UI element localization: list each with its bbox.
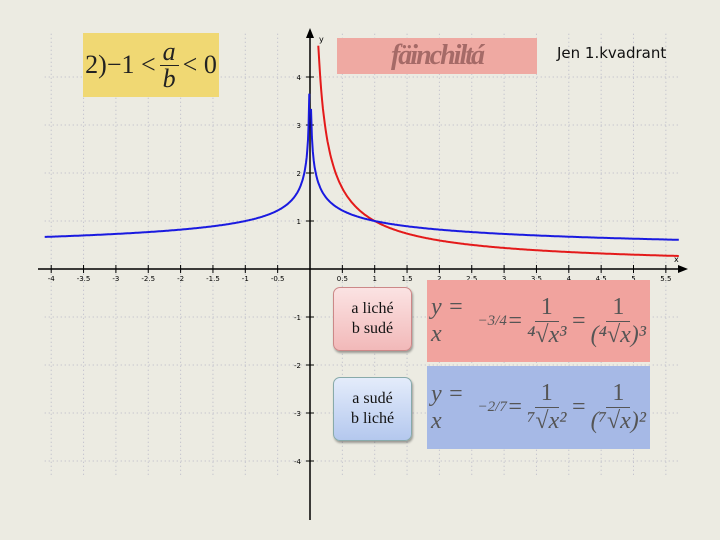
blue-curve (310, 108, 679, 241)
button-line: a sudé (352, 390, 393, 407)
fraction-root-power: 1 (⁴√x)³ (591, 294, 646, 349)
equals: = (506, 394, 524, 420)
condition-left: −1 < (106, 50, 156, 79)
x-tick-label: -0.5 (271, 275, 285, 283)
even-odd-button[interactable]: a sudé b liché (333, 377, 412, 441)
equals: = (570, 307, 587, 334)
y-tick-label: 4 (297, 74, 302, 82)
x-tick-label: 1.5 (401, 275, 412, 283)
root: (⁷√x)² (590, 408, 646, 434)
formula-lhs: y = x (431, 380, 464, 434)
quadrant-note: Jen 1.kvadrant (557, 44, 667, 62)
numerator: 1 (606, 380, 631, 408)
x-axis-label: x (674, 255, 679, 264)
condition-box: 2) −1 < a b < 0 (83, 33, 219, 97)
condition-prefix: 2) (85, 50, 107, 79)
x-tick-label: 3.5 (531, 275, 542, 283)
root: ⁴√x³ (527, 321, 567, 348)
x-tick-label: -3 (112, 275, 119, 283)
condition-right: < 0 (182, 50, 217, 79)
red-curve (317, 45, 679, 257)
x-tick-label: 5 (631, 275, 635, 283)
x-tick-label: -1 (242, 275, 249, 283)
formula-lhs: y = x (431, 294, 464, 347)
y-tick-label: -2 (294, 362, 301, 370)
blue-curve (44, 93, 311, 238)
equals: = (506, 307, 524, 334)
numerator: 1 (534, 294, 559, 322)
button-line: a liché (351, 300, 394, 317)
y-tick-label: 2 (297, 170, 301, 178)
x-tick-label: 2.5 (466, 275, 477, 283)
y-axis-arrow (306, 28, 314, 38)
equals: = (570, 394, 587, 420)
formula-blue: y = x −2/7 = 1 ⁷√x² = 1 (⁷√x)² (427, 366, 650, 449)
y-tick-label: -1 (294, 314, 301, 322)
button-line: b sudé (351, 320, 394, 337)
root: (⁴√x)³ (590, 321, 646, 348)
y-tick-label: -4 (294, 458, 302, 466)
y-tick-label: 3 (297, 122, 301, 130)
x-tick-label: -2 (177, 275, 184, 283)
y-tick-label: -3 (294, 410, 301, 418)
x-tick-label: -1.5 (206, 275, 220, 283)
fraction-root-power: 1 (⁷√x)² (591, 380, 646, 435)
formula-exponent: −2/7 (477, 399, 507, 415)
fraction-root: 1 ⁴√x³ (527, 294, 566, 349)
x-tick-label: 4 (567, 275, 572, 283)
numerator: a (159, 38, 179, 66)
numerator: 1 (534, 380, 559, 408)
x-tick-label: -2.5 (141, 275, 155, 283)
x-axis-arrow (678, 265, 688, 273)
formula-exponent: −3/4 (477, 312, 507, 329)
x-tick-label: 5.5 (660, 275, 671, 283)
y-axis-label: y (319, 35, 324, 44)
x-tick-label: -4 (48, 275, 56, 283)
x-tick-label: -3.5 (77, 275, 91, 283)
x-tick-label: 0.5 (337, 275, 348, 283)
x-tick-label: 2 (437, 275, 441, 283)
denominator: b (162, 63, 176, 93)
x-tick-label: 3 (502, 275, 506, 283)
title-box: fäinchiltá (337, 38, 537, 74)
fraction-root: 1 ⁷√x² (527, 380, 566, 435)
x-tick-label: 1 (372, 275, 376, 283)
button-line: b liché (350, 410, 395, 427)
root: ⁷√x² (527, 408, 567, 434)
x-tick-label: 4.5 (596, 275, 607, 283)
fraction-a-b: a b (159, 38, 179, 93)
formula-red: y = x −3/4 = 1 ⁴√x³ = 1 (⁴√x)³ (427, 280, 650, 362)
y-tick-label: 1 (297, 218, 301, 226)
numerator: 1 (606, 294, 631, 322)
odd-even-button[interactable]: a liché b sudé (333, 287, 412, 351)
